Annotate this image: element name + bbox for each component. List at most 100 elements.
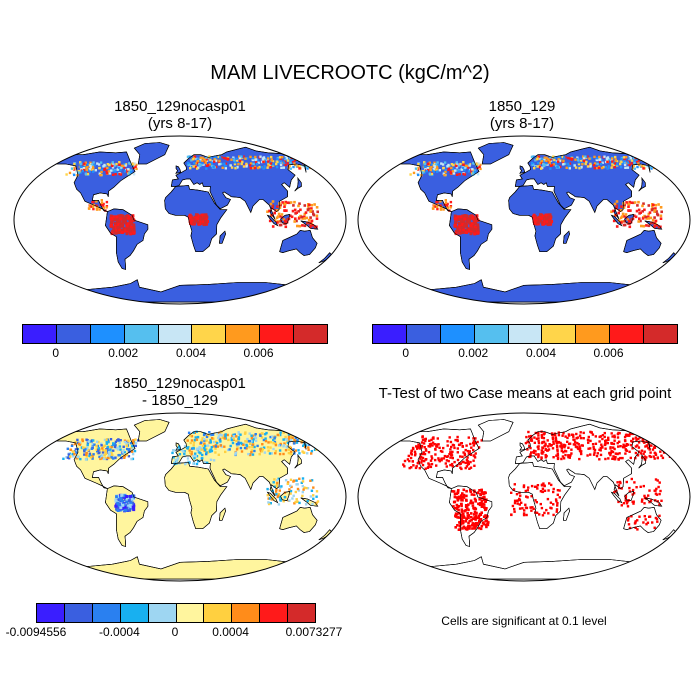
grid-cell xyxy=(119,448,122,451)
grid-cell xyxy=(111,453,114,457)
grid-cell xyxy=(269,446,272,449)
grid-cell xyxy=(301,217,304,220)
grid-cell xyxy=(464,520,467,523)
coastline-japan xyxy=(294,453,302,469)
grid-cell xyxy=(462,525,466,529)
grid-cell xyxy=(266,210,269,213)
grid-cell xyxy=(87,448,90,452)
grid-cell xyxy=(105,206,108,209)
grid-cell xyxy=(618,452,621,455)
grid-cell xyxy=(290,438,293,442)
panel-title-bottom-right: T-Test of two Case means at each grid po… xyxy=(378,385,672,402)
grid-cell xyxy=(630,159,634,162)
grid-cell xyxy=(440,206,443,209)
grid-cell xyxy=(173,461,176,464)
grid-cell xyxy=(253,166,257,170)
grid-cell xyxy=(565,166,568,169)
grid-cell xyxy=(439,208,443,211)
grid-cell xyxy=(433,161,436,164)
coastline-northAmerica xyxy=(53,151,136,212)
grid-cell xyxy=(289,484,292,487)
grid-cell xyxy=(282,161,286,164)
grid-cell xyxy=(619,445,622,448)
grid-cell xyxy=(284,158,287,162)
grid-cell xyxy=(113,221,117,225)
grid-cell xyxy=(267,449,270,452)
grid-cell xyxy=(453,460,456,464)
grid-cell xyxy=(577,162,581,166)
grid-cell xyxy=(224,167,227,170)
grid-cell xyxy=(457,221,461,225)
grid-cell xyxy=(421,171,424,174)
grid-cell xyxy=(130,447,133,450)
grid-cell xyxy=(434,448,437,451)
grid-cell xyxy=(653,526,656,529)
grid-cell xyxy=(101,457,104,460)
grid-cell xyxy=(73,450,77,453)
grid-cell xyxy=(115,162,118,166)
grid-cell xyxy=(588,157,591,160)
colorbar-top-left-labels: 0 0.002 0.004 0.006 xyxy=(22,346,326,362)
grid-cell xyxy=(271,160,275,163)
grid-cell xyxy=(427,165,430,168)
grid-cell xyxy=(268,209,271,213)
landmass-newguinea xyxy=(300,497,319,507)
grid-cell xyxy=(275,209,279,212)
grid-cell xyxy=(533,485,537,488)
grid-cell xyxy=(72,455,75,458)
grid-cell xyxy=(435,443,439,446)
grid-cell xyxy=(450,452,453,456)
grid-cell xyxy=(203,432,207,436)
grid-cell xyxy=(587,435,590,439)
grid-cell xyxy=(473,225,477,229)
grid-cell xyxy=(653,446,657,449)
grid-cell xyxy=(234,451,238,454)
grid-cell xyxy=(111,161,114,164)
grid-cell xyxy=(592,164,596,167)
grid-cell xyxy=(465,228,469,232)
grid-cell xyxy=(198,451,201,454)
grid-cell xyxy=(285,209,288,212)
grid-cell xyxy=(188,449,191,452)
grid-cell xyxy=(276,433,279,437)
grid-cell xyxy=(620,221,623,224)
grid-cell xyxy=(434,453,437,456)
grid-cell xyxy=(205,451,208,454)
grid-cell xyxy=(579,157,582,160)
grid-cell xyxy=(456,435,459,439)
grid-cell xyxy=(312,494,315,497)
grid-cell xyxy=(467,170,471,173)
grid-cell xyxy=(484,523,488,527)
grid-cell xyxy=(284,449,288,452)
grid-cell xyxy=(544,453,547,457)
grid-cell xyxy=(595,158,598,162)
grid-cell xyxy=(464,448,467,452)
grid-cell xyxy=(99,173,102,177)
grid-cell xyxy=(209,438,212,442)
grid-cell xyxy=(557,160,560,163)
grid-cell xyxy=(273,219,277,222)
grid-cell xyxy=(471,517,475,520)
grid-cell xyxy=(422,442,426,445)
grid-cell xyxy=(426,167,430,170)
grid-cell xyxy=(536,218,540,221)
grid-cell xyxy=(201,453,204,457)
grid-cell xyxy=(568,442,572,445)
grid-cell xyxy=(659,489,662,493)
grid-cell xyxy=(276,215,280,218)
grid-cell xyxy=(264,158,267,161)
grid-cell xyxy=(103,163,106,167)
grid-cell xyxy=(264,437,267,440)
grid-cell xyxy=(100,444,103,447)
grid-cell xyxy=(437,443,440,446)
grid-cell xyxy=(528,435,531,438)
grid-cell xyxy=(232,156,235,159)
coastline-britain xyxy=(519,442,526,451)
grid-cell xyxy=(482,503,486,506)
grid-cell xyxy=(612,161,616,164)
grid-cell xyxy=(476,523,479,527)
map-body xyxy=(397,419,678,580)
grid-cell xyxy=(289,434,293,437)
grid-cell xyxy=(219,156,222,159)
grid-cell xyxy=(134,438,137,441)
